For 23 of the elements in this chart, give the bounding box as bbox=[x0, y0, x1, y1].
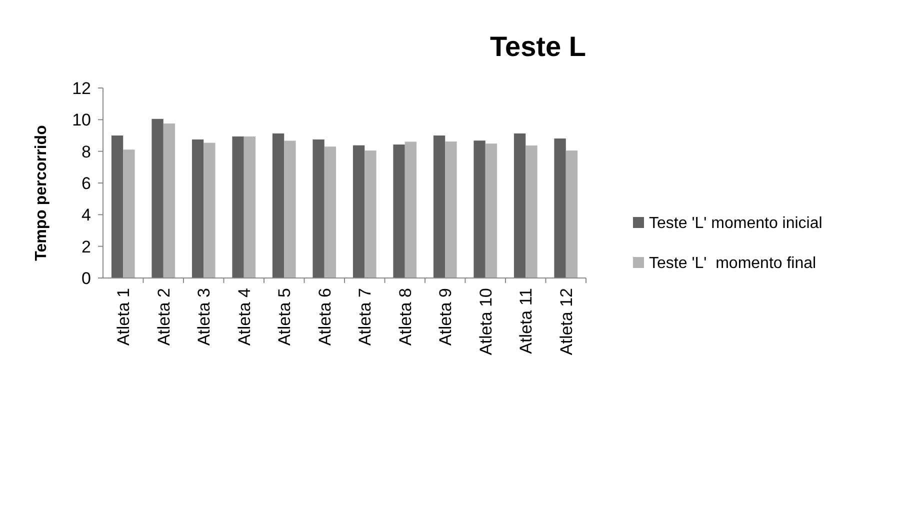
y-tick-label: 2 bbox=[82, 237, 91, 256]
y-tick-label: 12 bbox=[72, 79, 91, 98]
x-tick-label: Atleta 3 bbox=[194, 288, 214, 346]
x-tick-label: Atleta 9 bbox=[436, 288, 456, 346]
x-tick-label: Atleta 11 bbox=[516, 288, 536, 354]
x-tick-label: Atleta 5 bbox=[275, 288, 294, 346]
x-tick-label: Atleta 6 bbox=[315, 288, 334, 346]
x-tick-label: Atleta 4 bbox=[234, 288, 254, 346]
chart-title: Teste L bbox=[490, 31, 586, 62]
y-tick-label: 10 bbox=[72, 110, 91, 130]
legend-label: Teste 'L' momento inicial bbox=[649, 215, 822, 232]
legend-label: Teste 'L' momento final bbox=[649, 255, 816, 272]
y-tick-label: 4 bbox=[82, 206, 91, 225]
y-axis-title: Tempo percorrido bbox=[33, 124, 50, 261]
x-tick-label: Atleta 2 bbox=[154, 288, 174, 346]
x-tick-label: Atleta 7 bbox=[356, 288, 375, 346]
x-tick-label: Atleta 10 bbox=[476, 288, 496, 356]
x-tick-label: Atleta 1 bbox=[114, 288, 134, 346]
x-tick-label: Atleta 12 bbox=[556, 288, 576, 356]
y-tick-label: 0 bbox=[82, 269, 91, 288]
x-tick-label: Atleta 8 bbox=[396, 288, 415, 346]
y-tick-label: 6 bbox=[82, 174, 91, 193]
y-tick-label: 8 bbox=[82, 142, 91, 162]
